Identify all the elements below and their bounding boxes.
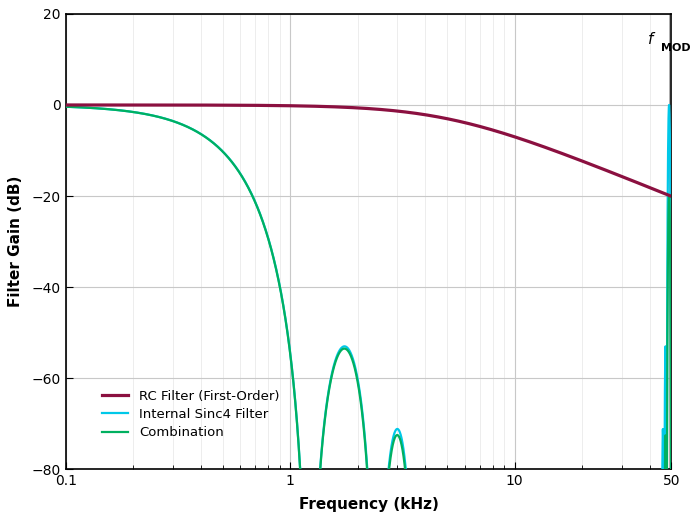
Y-axis label: Filter Gain (dB): Filter Gain (dB) xyxy=(8,176,23,307)
RC Filter (First-Order) xyxy=(92,102,101,108)
Text: $f$: $f$ xyxy=(648,31,657,47)
Internal Sinc4 Filter xyxy=(62,103,70,110)
Combination xyxy=(426,475,434,482)
RC Filter (First-Order) xyxy=(517,136,526,142)
Internal Sinc4 Filter xyxy=(426,475,434,482)
X-axis label: Frequency (kHz): Frequency (kHz) xyxy=(299,497,438,512)
Combination xyxy=(452,475,461,482)
Combination xyxy=(517,475,526,482)
Text: MOD: MOD xyxy=(661,43,691,53)
Internal Sinc4 Filter xyxy=(297,475,305,482)
Internal Sinc4 Filter xyxy=(284,336,293,342)
Legend: RC Filter (First-Order), Internal Sinc4 Filter, Combination: RC Filter (First-Order), Internal Sinc4 … xyxy=(97,384,285,445)
RC Filter (First-Order) xyxy=(452,118,461,124)
Combination xyxy=(92,105,101,111)
RC Filter (First-Order) xyxy=(426,112,434,119)
Internal Sinc4 Filter xyxy=(517,475,526,482)
Combination xyxy=(550,475,559,482)
Combination xyxy=(676,475,685,482)
Internal Sinc4 Filter xyxy=(676,475,685,482)
Internal Sinc4 Filter xyxy=(550,475,559,482)
Combination xyxy=(297,475,305,482)
RC Filter (First-Order) xyxy=(284,102,293,109)
Line: Internal Sinc4 Filter: Internal Sinc4 Filter xyxy=(66,105,680,478)
RC Filter (First-Order) xyxy=(676,197,685,203)
Line: RC Filter (First-Order): RC Filter (First-Order) xyxy=(66,105,680,200)
Line: Combination: Combination xyxy=(66,107,680,478)
Combination xyxy=(284,336,293,343)
RC Filter (First-Order) xyxy=(550,148,559,154)
Internal Sinc4 Filter xyxy=(665,102,673,108)
Combination xyxy=(62,103,70,110)
Internal Sinc4 Filter xyxy=(452,475,461,482)
Internal Sinc4 Filter xyxy=(92,105,101,111)
RC Filter (First-Order) xyxy=(62,102,70,108)
